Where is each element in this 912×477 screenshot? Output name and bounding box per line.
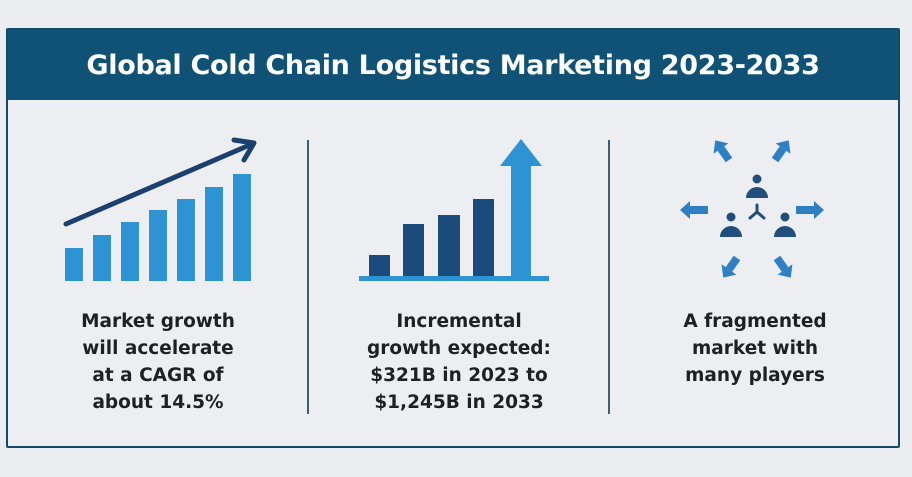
incremental-growth-icon [359,139,549,281]
panel-fragmented-market: A fragmented market with many players [610,100,900,448]
title-banner: Global Cold Chain Logistics Marketing 20… [8,30,898,100]
caption-line: market with [692,338,818,359]
caption-line: will accelerate [82,338,234,359]
caption-line: many players [685,365,825,386]
caption-line: A fragmented [683,311,827,332]
cagr-caption: Market growth will accelerate at a CAGR … [8,308,308,416]
caption-line: $321B in 2023 to [370,365,548,386]
caption-line: Market growth [81,311,235,332]
page-title: Global Cold Chain Logistics Marketing 20… [86,49,820,81]
caption-line: $1,245B in 2033 [374,392,544,413]
people-icon [720,174,796,237]
fragmented-market-icon [680,140,824,278]
caption-line: growth expected: [367,338,551,359]
connector-icon [748,203,766,220]
caption-line: Incremental [396,311,522,332]
panel-divider [608,140,610,414]
panel-incremental-growth: Incremental growth expected: $321B in 20… [309,100,609,448]
incremental-caption: Incremental growth expected: $321B in 20… [309,308,609,416]
rising-bar-chart-icon [63,137,257,281]
fragmented-caption: A fragmented market with many players [610,308,900,389]
caption-line: at a CAGR of [92,365,224,386]
outward-arrows-icon [680,140,824,278]
caption-line: about 14.5% [92,392,224,413]
panel-divider [307,140,309,414]
infographic-card: Global Cold Chain Logistics Marketing 20… [6,28,900,448]
panel-cagr: Market growth will accelerate at a CAGR … [8,100,308,448]
